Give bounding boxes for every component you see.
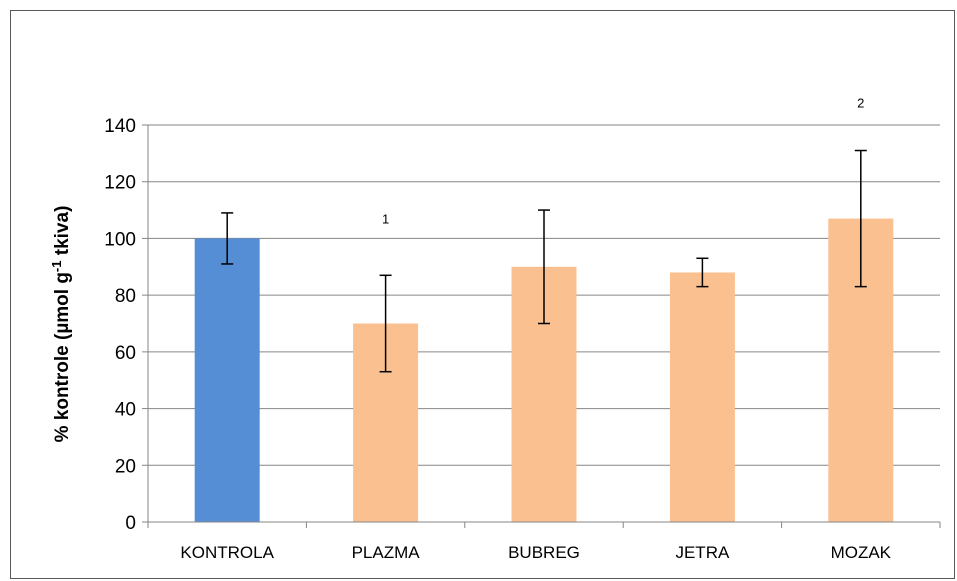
- y-tick-label: 20: [115, 456, 136, 477]
- bar-jetra: [669, 272, 735, 522]
- labels: 0 20 40 60 80 100 120 140 KONTROLA PLAZMA BUBREG JE…: [104, 95, 891, 562]
- x-category-label: KONTROLA: [180, 543, 274, 562]
- y-axis-title: % kontrole (µmol g-1 tkiva): [49, 206, 74, 443]
- y-axis-title-superscript: -1: [49, 261, 64, 273]
- x-category-label: MOZAK: [831, 543, 892, 562]
- y-tick-label: 0: [125, 513, 136, 534]
- annotation-label: 2: [857, 95, 864, 110]
- y-tick-label: 60: [115, 343, 136, 364]
- y-axis-title-suffix: tkiva): [52, 206, 73, 261]
- y-axis-title-prefix: % kontrole (µmol g: [52, 272, 73, 442]
- bar-kontrola: [194, 238, 260, 522]
- error-bars: [221, 149, 867, 373]
- x-category-label: BUBREG: [508, 543, 580, 562]
- x-category-label: PLAZMA: [352, 543, 421, 562]
- annotation-label: 1: [382, 212, 389, 227]
- y-tick-label: 140: [104, 116, 136, 137]
- y-tick-label: 40: [115, 400, 136, 421]
- y-tick-label: 100: [104, 229, 136, 250]
- x-category-label: JETRA: [675, 543, 730, 562]
- axes: [142, 124, 941, 528]
- y-tick-label: 120: [104, 173, 136, 194]
- chart-frame: [10, 10, 955, 579]
- y-tick-label: 80: [115, 286, 136, 307]
